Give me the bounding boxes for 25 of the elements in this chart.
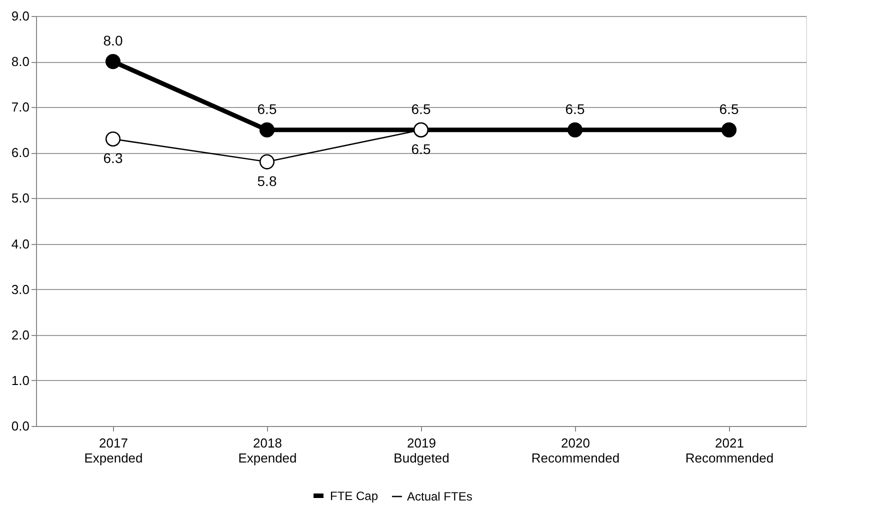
y-tick-label: 2.0 bbox=[11, 327, 30, 342]
y-tick-label: 4.0 bbox=[11, 236, 30, 252]
y-tick-label: 7.0 bbox=[11, 100, 30, 115]
y-tick-label: 9.0 bbox=[11, 8, 30, 24]
y-tick-label: 5.0 bbox=[11, 190, 30, 206]
data-label: 5.8 bbox=[257, 172, 277, 189]
x-tick-label: 2020 Recommended bbox=[531, 436, 620, 466]
legend-label: Actual FTEs bbox=[407, 490, 472, 504]
y-tick-label: 8.0 bbox=[11, 54, 30, 70]
data-label: 6.5 bbox=[411, 140, 431, 157]
x-tick-label: 2017 Expended bbox=[84, 436, 143, 466]
data-label: 8.0 bbox=[103, 32, 123, 49]
data-label: 6.5 bbox=[719, 100, 739, 117]
data-label: 6.5 bbox=[411, 100, 431, 117]
data-label: 6.3 bbox=[103, 150, 123, 166]
y-tick-label: 6.0 bbox=[11, 145, 30, 160]
legend-label: FTE Cap bbox=[330, 488, 378, 503]
x-tick-label: 2018 Expended bbox=[238, 436, 297, 466]
x-tick-label: 2019 Budgeted bbox=[394, 436, 450, 466]
y-tick-label: 0.0 bbox=[11, 418, 30, 434]
y-tick-label: 1.0 bbox=[11, 372, 30, 388]
data-label: 6.5 bbox=[257, 100, 277, 117]
data-label: 6.5 bbox=[565, 100, 585, 117]
y-tick-label: 3.0 bbox=[11, 282, 30, 297]
x-tick-label: 2021 Recommended bbox=[685, 436, 774, 466]
